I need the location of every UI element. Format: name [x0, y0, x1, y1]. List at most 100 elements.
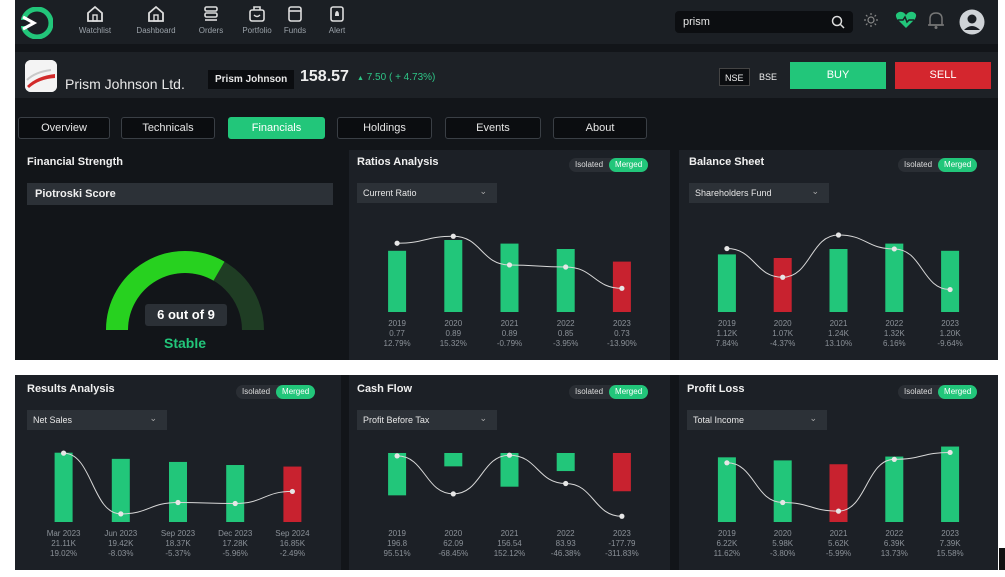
financial-strength-panel: Financial Strength Piotroski Score 6 out…	[15, 150, 341, 360]
tab-technicals[interactable]: Technicals	[121, 117, 215, 139]
balance-dropdown[interactable]: Shareholders Fund ⌄	[689, 183, 829, 203]
nav-dashboard[interactable]: Dashboard	[128, 4, 184, 35]
toggle-merged[interactable]: Merged	[276, 385, 316, 399]
nav-funds[interactable]: Funds	[267, 4, 323, 35]
trend-point	[947, 449, 953, 456]
tick-label: 83.93	[556, 539, 577, 548]
tick-label: 2021	[501, 529, 519, 538]
tick-label: 2019	[388, 529, 406, 538]
panel-title: Ratios Analysis	[357, 156, 439, 168]
brand-logo-icon[interactable]	[21, 7, 53, 39]
buy-button[interactable]: BUY	[790, 62, 886, 89]
search-icon[interactable]	[831, 15, 845, 29]
tick-label: -3.95%	[553, 339, 578, 348]
bell-icon[interactable]	[927, 10, 945, 30]
dropdown-value: Profit Before Tax	[363, 415, 430, 425]
results-dropdown[interactable]: Net Sales ⌄	[27, 410, 167, 430]
tick-label: -0.79%	[497, 339, 522, 348]
toggle-merged[interactable]: Merged	[938, 385, 978, 399]
tick-label: Sep 2024	[275, 529, 310, 538]
nav-portfolio[interactable]: Portfolio	[229, 4, 285, 35]
tab-about[interactable]: About	[553, 117, 647, 139]
tab-events[interactable]: Events	[445, 117, 541, 139]
chevron-down-icon: ⌄	[479, 186, 487, 196]
bar	[556, 453, 575, 472]
exchange-nse-button[interactable]: NSE	[719, 68, 750, 86]
ratios-analysis-panel: Ratios Analysis Isolated Merged Current R…	[349, 150, 670, 360]
panel-title: Balance Sheet	[689, 156, 765, 168]
avatar-icon[interactable]	[959, 9, 985, 35]
sell-button[interactable]: SELL	[895, 62, 991, 89]
bar	[283, 466, 302, 522]
sun-icon[interactable]	[863, 12, 879, 28]
ratio-dropdown[interactable]: Current Ratio ⌄	[357, 183, 497, 203]
tick-label: 2020	[774, 529, 792, 538]
tick-label: 16.85K	[280, 539, 306, 548]
tick-label: 5.62K	[828, 539, 850, 548]
isolated-merged-toggle[interactable]: Isolated Merged	[898, 385, 978, 399]
profitloss-dropdown[interactable]: Total Income ⌄	[687, 410, 827, 430]
toggle-merged[interactable]: Merged	[938, 158, 978, 172]
tick-label: 6.39K	[884, 539, 906, 548]
tick-label: 7.84%	[716, 339, 739, 348]
nav-watchlist[interactable]: Watchlist	[67, 4, 123, 35]
tick-label: 156.54	[497, 539, 522, 548]
tab-overview[interactable]: Overview	[18, 117, 110, 139]
toggle-isolated[interactable]: Isolated	[904, 387, 933, 396]
search-input[interactable]: prism	[675, 11, 853, 33]
tab-holdings[interactable]: Holdings	[337, 117, 432, 139]
change-value: 7.50 ( + 4.73%)	[366, 72, 436, 83]
tick-label: 2022	[557, 319, 575, 328]
bar	[717, 254, 736, 312]
toggle-isolated[interactable]: Isolated	[904, 160, 933, 169]
trend-point	[506, 452, 513, 458]
bar	[773, 460, 792, 522]
exchange-bse-button[interactable]: BSE	[754, 68, 783, 86]
toggle-merged[interactable]: Merged	[609, 158, 649, 172]
isolated-merged-toggle[interactable]: Isolated Merged	[569, 158, 649, 172]
heart-pulse-icon[interactable]	[895, 10, 917, 30]
toggle-isolated[interactable]: Isolated	[575, 160, 604, 169]
home-icon	[148, 5, 164, 22]
score-value: 6 out of 9	[145, 304, 227, 326]
cash-flow-panel: Cash Flow Isolated Merged Profit Before T…	[349, 375, 670, 570]
stock-change: ▲ 7.50 ( + 4.73%)	[357, 72, 435, 83]
tick-label: 1.12K	[716, 329, 738, 338]
isolated-merged-toggle[interactable]: Isolated Merged	[569, 385, 649, 399]
nav-alert[interactable]: Alert	[309, 4, 365, 35]
tick-label: 15.32%	[440, 339, 467, 348]
tick-label: 2022	[885, 319, 903, 328]
tick-label: -3.80%	[770, 549, 795, 558]
tab-financials[interactable]: Financials	[228, 117, 325, 139]
isolated-merged-toggle[interactable]: Isolated Merged	[236, 385, 316, 399]
cashflow-dropdown[interactable]: Profit Before Tax ⌄	[357, 410, 497, 430]
trend-point	[563, 480, 569, 487]
trend-point	[506, 262, 513, 268]
bar	[500, 453, 519, 487]
dropdown-value: Net Sales	[33, 415, 73, 425]
nav-label: Dashboard	[136, 26, 176, 35]
trend-point	[891, 246, 897, 252]
bar	[388, 453, 407, 496]
ratios-chart: 20190.7712.79%20200.8915.32%20210.89-0.7…	[384, 233, 637, 348]
nav-orders[interactable]: Orders	[183, 4, 239, 35]
tick-label: 95.51%	[384, 549, 411, 558]
chevron-down-icon: ⌄	[149, 413, 157, 423]
tick-label: -5.99%	[826, 549, 851, 558]
bar	[829, 464, 848, 522]
panel-title: Cash Flow	[357, 383, 413, 395]
tick-label: Jun 2023	[104, 529, 137, 538]
stock-price: 158.57	[300, 68, 349, 85]
tick-label: Mar 2023	[47, 529, 81, 538]
toggle-merged[interactable]: Merged	[609, 385, 649, 399]
isolated-merged-toggle[interactable]: Isolated Merged	[898, 158, 978, 172]
bar	[829, 249, 848, 312]
score-status: Stable	[163, 335, 206, 351]
tick-label: 13.10%	[825, 339, 852, 348]
tick-label: 2023	[941, 529, 959, 538]
bar	[388, 250, 407, 312]
bar	[444, 240, 463, 312]
toggle-isolated[interactable]: Isolated	[575, 387, 604, 396]
toggle-isolated[interactable]: Isolated	[242, 387, 271, 396]
